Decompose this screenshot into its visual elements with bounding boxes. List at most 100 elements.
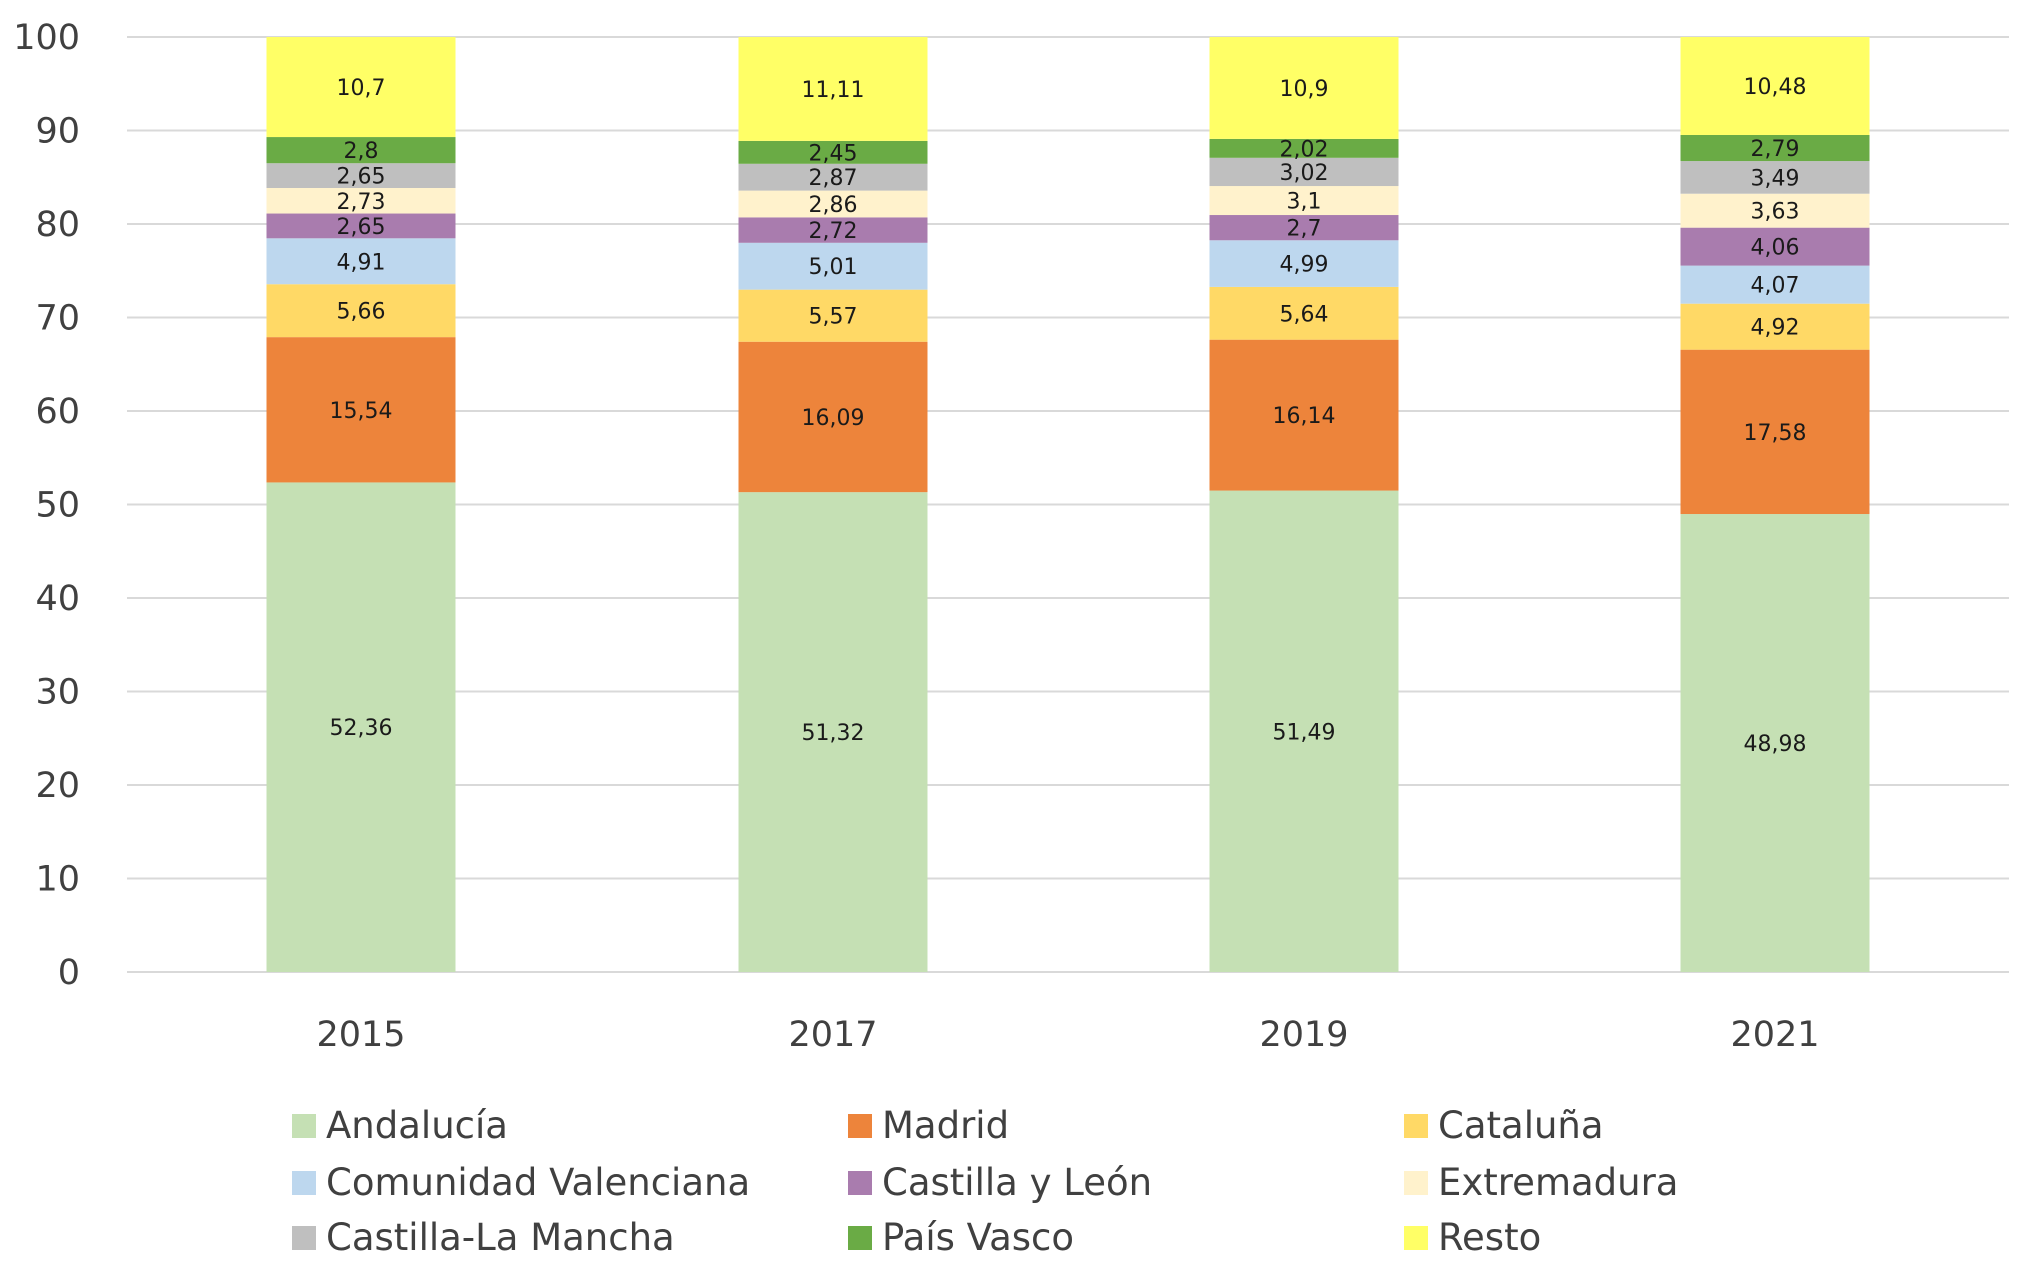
x-tick-label: 2015	[316, 1015, 405, 1055]
data-label: 4,07	[1751, 274, 1800, 299]
data-label: 15,54	[330, 399, 393, 424]
data-label: 10,9	[1280, 77, 1329, 102]
y-tick-label: 0	[58, 953, 80, 993]
data-label: 4,91	[337, 250, 386, 275]
legend-swatch	[292, 1170, 316, 1195]
data-label: 2,65	[337, 165, 386, 190]
bar-segment-resto-2015	[266, 37, 456, 138]
legend-label: Resto	[1438, 1216, 1542, 1259]
bar-segment-andaluc-a-2017	[738, 492, 928, 972]
data-label: 2,65	[337, 215, 386, 240]
y-tick-label: 100	[13, 18, 80, 58]
legend-swatch	[292, 1113, 316, 1138]
legend-item-extremadura[interactable]: Extremadura	[1404, 1161, 1678, 1204]
legend-item-castilla-y-le-n[interactable]: Castilla y León	[848, 1161, 1152, 1204]
bar-segment-pa-s-vasco-2015	[266, 137, 456, 164]
bar-segment-castilla-y-le-n-2015	[266, 213, 456, 239]
data-label: 52,36	[330, 716, 393, 741]
bar-segment-madrid-2019	[1209, 339, 1399, 491]
legend-label: País Vasco	[882, 1216, 1075, 1259]
data-label: 2,8	[344, 139, 379, 164]
y-tick-label: 50	[35, 486, 80, 526]
y-axis-ticks: 0 10 20 30 40 50 60 70 80 90 100	[13, 18, 80, 993]
bar-segment-catalu-a-2019	[1209, 286, 1399, 340]
legend-label: Comunidad Valenciana	[326, 1161, 751, 1204]
bar-segment-madrid-2021	[1680, 349, 1870, 515]
data-label: 17,58	[1744, 421, 1807, 446]
legend-swatch	[848, 1113, 872, 1138]
data-label: 2,45	[809, 141, 858, 166]
bar-segment-andaluc-a-2021	[1680, 514, 1870, 972]
x-axis-ticks: 2015 2017 2019 2021	[316, 1015, 1819, 1055]
data-label: 3,63	[1751, 200, 1800, 225]
y-tick-label: 40	[35, 579, 80, 619]
y-tick-label: 10	[35, 860, 80, 900]
data-label: 5,66	[337, 300, 386, 325]
legend-item-resto[interactable]: Resto	[1404, 1216, 1541, 1259]
y-tick-label: 60	[35, 392, 80, 432]
legend-item-catalu-a[interactable]: Cataluña	[1404, 1104, 1604, 1147]
legend-item-pa-s-vasco[interactable]: País Vasco	[848, 1216, 1074, 1259]
data-label: 2,86	[809, 193, 858, 218]
bar-segment-pa-s-vasco-2017	[738, 140, 928, 164]
bar-segment-pa-s-vasco-2019	[1209, 138, 1399, 158]
data-label: 2,79	[1751, 137, 1800, 162]
data-label: 2,7	[1287, 217, 1322, 242]
y-tick-label: 90	[35, 112, 80, 152]
bar-segment-catalu-a-2021	[1680, 303, 1870, 350]
bar-segment-resto-2019	[1209, 37, 1399, 139]
data-label: 4,92	[1751, 316, 1800, 341]
y-tick-label: 70	[35, 299, 80, 339]
legend-item-castilla-la-mancha[interactable]: Castilla-La Mancha	[292, 1216, 675, 1259]
data-label: 10,48	[1744, 75, 1807, 100]
data-label: 5,57	[809, 305, 858, 330]
data-label: 10,7	[337, 76, 386, 101]
data-label: 5,64	[1280, 302, 1329, 327]
bar-segment-catalu-a-2017	[738, 289, 928, 342]
legend-item-madrid[interactable]: Madrid	[848, 1104, 1009, 1147]
bar-segment-extremadura-2015	[266, 188, 456, 214]
bar-segment-pa-s-vasco-2021	[1680, 134, 1870, 162]
bar-segment-comunidad-valenciana-2017	[738, 242, 928, 290]
legend-item-comunidad-valenciana[interactable]: Comunidad Valenciana	[292, 1161, 750, 1204]
y-tick-label: 20	[35, 766, 80, 806]
y-tick-label: 30	[35, 673, 80, 713]
data-label: 11,11	[802, 78, 865, 103]
bar-segment-castilla-la-mancha-2015	[266, 163, 456, 189]
data-label: 16,14	[1273, 404, 1336, 429]
bar-segment-castilla-y-le-n-2021	[1680, 227, 1870, 266]
bar-segment-castilla-la-mancha-2019	[1209, 157, 1399, 187]
bar-segment-castilla-la-mancha-2017	[738, 163, 928, 191]
legend-label: Castilla y León	[882, 1161, 1153, 1204]
x-tick-label: 2021	[1730, 1015, 1819, 1055]
bar-segment-comunidad-valenciana-2021	[1680, 265, 1870, 304]
legend-label: Andalucía	[326, 1104, 508, 1147]
bar-segment-castilla-y-le-n-2017	[738, 217, 928, 243]
bar-segment-andaluc-a-2015	[266, 482, 456, 972]
legend-swatch	[848, 1170, 872, 1195]
legend-label: Castilla-La Mancha	[326, 1216, 675, 1259]
data-label: 51,32	[802, 721, 865, 746]
data-label: 2,72	[809, 219, 858, 244]
legend-swatch	[848, 1225, 872, 1250]
bar-segment-extremadura-2017	[738, 190, 928, 218]
legend-item-andaluc-a[interactable]: Andalucía	[292, 1104, 508, 1147]
bar-segment-extremadura-2021	[1680, 193, 1870, 228]
bar-segment-extremadura-2019	[1209, 186, 1399, 216]
legend-label: Madrid	[882, 1104, 1010, 1147]
bars	[266, 37, 1870, 972]
data-label: 3,1	[1287, 190, 1322, 215]
data-label: 2,87	[809, 166, 858, 191]
bar-segment-castilla-y-le-n-2019	[1209, 215, 1399, 241]
data-labels: 52,3615,545,664,912,652,732,652,810,751,…	[330, 75, 1807, 757]
data-label: 51,49	[1273, 720, 1336, 745]
data-label: 2,02	[1280, 137, 1329, 162]
bar-segment-castilla-la-mancha-2021	[1680, 161, 1870, 194]
legend-swatch	[1404, 1170, 1428, 1195]
x-tick-label: 2019	[1259, 1015, 1348, 1055]
bar-segment-andaluc-a-2019	[1209, 490, 1399, 972]
bar-segment-madrid-2015	[266, 337, 456, 483]
data-label: 4,99	[1280, 253, 1329, 278]
